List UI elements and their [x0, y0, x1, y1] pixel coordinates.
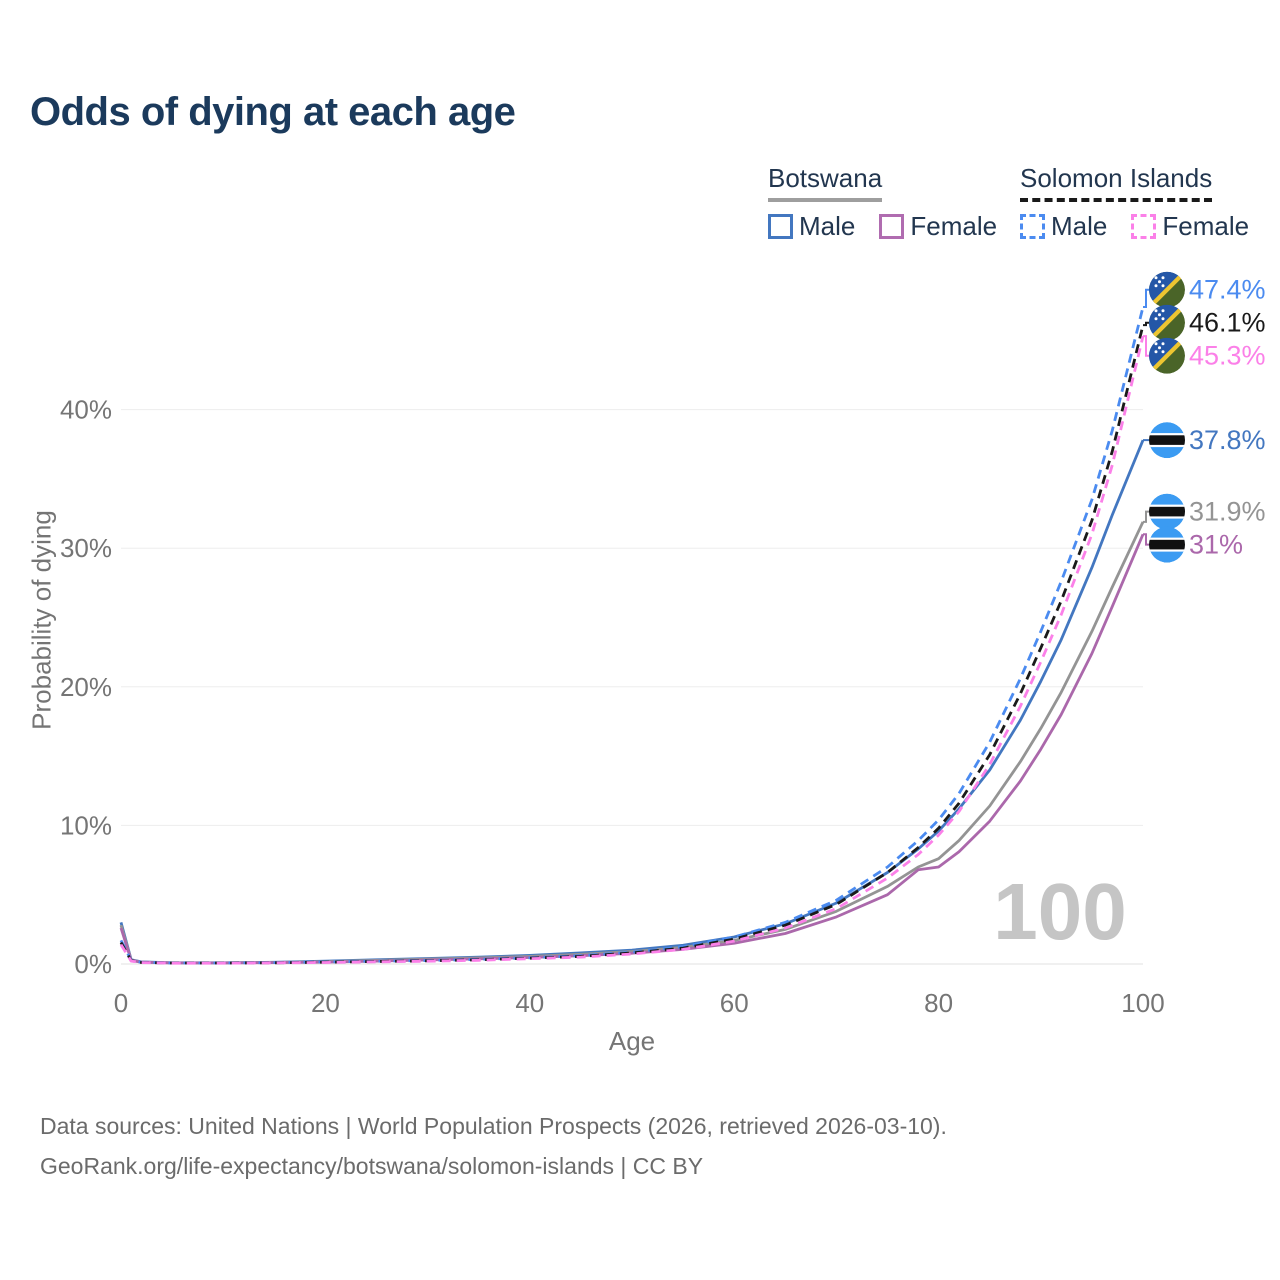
- legend-item-solomon-islands-male[interactable]: Male: [1020, 211, 1107, 242]
- end-marker-botswana-male[interactable]: [1149, 422, 1185, 459]
- end-marker-solomon-islands-both[interactable]: [1149, 304, 1185, 341]
- solomon-islands-flag-icon: [1149, 304, 1185, 341]
- end-label-solomon-islands-female: 45.3%: [1189, 341, 1266, 371]
- x-tick-label: 100: [1121, 988, 1164, 1018]
- end-marker-solomon-islands-female[interactable]: [1149, 337, 1185, 374]
- series-line-botswana-female[interactable]: [119, 533, 1145, 965]
- page-title: Odds of dying at each age: [30, 90, 516, 134]
- end-label-solomon-islands-both: 46.1%: [1189, 308, 1266, 338]
- legend-item-botswana-female[interactable]: Female: [879, 211, 997, 242]
- solomon-islands-female-swatch-icon: [1131, 214, 1157, 239]
- end-label-botswana-male: 37.8%: [1189, 425, 1266, 455]
- solomon-islands-flag-icon: [1149, 337, 1185, 374]
- series-connector-botswana-female: [1143, 533, 1149, 546]
- botswana-flag-icon: [1149, 422, 1185, 459]
- legend-item-label: Male: [1051, 211, 1108, 241]
- solomon-islands-male-swatch-icon: [1020, 214, 1045, 239]
- botswana-flag-icon: [1149, 526, 1185, 563]
- legend-item-solomon-islands-female[interactable]: Female: [1131, 211, 1249, 242]
- y-tick-label: 40%: [60, 395, 112, 425]
- y-tick-label: 0%: [74, 949, 112, 979]
- legend-group-solomon-islands: Solomon Islands Male Female: [1020, 163, 1273, 242]
- x-tick-label: 60: [720, 988, 749, 1018]
- series-line-botswana-male[interactable]: [119, 439, 1145, 965]
- legend-item-label: Male: [799, 211, 856, 241]
- end-label-botswana-both: 31.9%: [1189, 497, 1266, 527]
- y-tick-label: 10%: [60, 810, 112, 840]
- series-connector-solomon-islands-male: [1143, 288, 1149, 308]
- y-tick-label: 20%: [60, 672, 112, 702]
- x-axis-title: Age: [608, 1026, 656, 1056]
- legend-header-botswana: Botswana: [768, 163, 883, 202]
- end-marker-botswana-both[interactable]: [1149, 493, 1185, 530]
- series-line-solomon-islands-female[interactable]: [119, 335, 1145, 965]
- y-tick-label: 30%: [60, 533, 112, 563]
- series-connector-solomon-islands-female: [1143, 335, 1149, 357]
- legend-items-solomon-islands: Male Female: [1020, 211, 1273, 242]
- series-connector-botswana-both: [1143, 510, 1149, 523]
- x-tick-label: 0: [114, 988, 128, 1018]
- age-indicator: 100: [993, 867, 1127, 956]
- legend-group-botswana: Botswana Male Female: [768, 163, 1021, 242]
- y-axis-title: Probability of dying: [26, 510, 57, 730]
- legend-item-label: Female: [910, 211, 998, 241]
- series-line-botswana-both[interactable]: [119, 521, 1145, 965]
- series-connector-solomon-islands-both: [1143, 321, 1149, 327]
- legend-items-botswana: Male Female: [768, 211, 1021, 242]
- footer-attribution: GeoRank.org/life-expectancy/botswana/sol…: [40, 1153, 704, 1179]
- end-label-botswana-female: 31%: [1189, 530, 1243, 560]
- footer: Data sources: United Nations | World Pop…: [40, 1106, 947, 1186]
- legend-item-label: Female: [1162, 211, 1250, 241]
- x-tick-label: 80: [924, 988, 953, 1018]
- botswana-male-swatch-icon: [768, 214, 793, 239]
- series-line-solomon-islands-both[interactable]: [119, 324, 1145, 965]
- series-line-solomon-islands-male[interactable]: [119, 306, 1145, 965]
- x-tick-label: 40: [515, 988, 544, 1018]
- botswana-flag-icon: [1149, 493, 1185, 530]
- end-marker-botswana-female[interactable]: [1149, 526, 1185, 563]
- legend-item-botswana-male[interactable]: Male: [768, 211, 855, 242]
- end-marker-solomon-islands-male[interactable]: [1149, 271, 1185, 308]
- end-label-solomon-islands-male: 47.4%: [1189, 275, 1266, 305]
- mortality-line-chart[interactable]: 0% 10% 20% 30% 40% 0 20 40 60 80 100 37.8% 31.9%31% 4…: [0, 0, 1280, 1080]
- solomon-islands-flag-icon: [1149, 271, 1185, 308]
- x-tick-label: 20: [311, 988, 340, 1018]
- legend-header-solomon-islands: Solomon Islands: [1020, 163, 1213, 202]
- botswana-female-swatch-icon: [879, 214, 905, 239]
- footer-data-sources: Data sources: United Nations | World Pop…: [40, 1113, 947, 1139]
